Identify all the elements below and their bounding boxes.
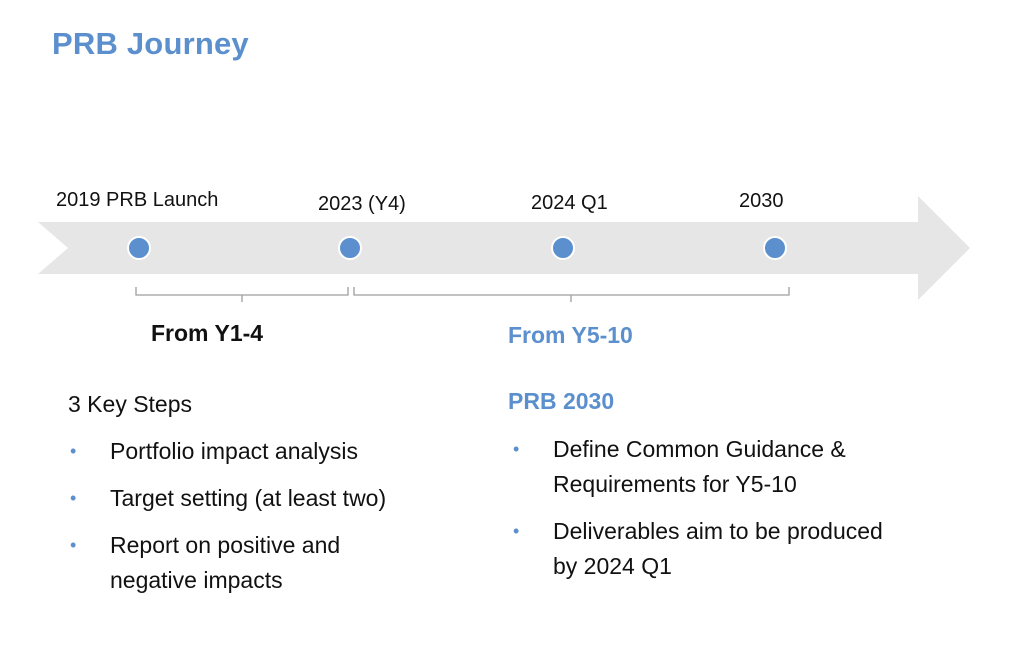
bullet-icon: • [513, 439, 520, 459]
milestone-label-2030: 2030 [739, 190, 784, 212]
milestone-label-2023: 2023 (Y4) [318, 193, 406, 215]
page-title: PRB Journey [52, 26, 249, 61]
milestone-dot-2030 [763, 236, 787, 260]
list-item: • Deliverables aim to be produced by 202… [513, 514, 883, 584]
phase-1-bracket [135, 287, 349, 302]
list-item-text: Define Common Guidance & Requirements fo… [553, 436, 846, 497]
phase-2-label: From Y5-10 [508, 322, 633, 348]
milestone-dot-2024 [551, 236, 575, 260]
list-item: • Report on positive and negative impact… [70, 528, 410, 598]
prb-2030-heading: PRB 2030 [508, 388, 615, 414]
list-item: • Target setting (at least two) [70, 481, 410, 516]
bullet-icon: • [70, 441, 77, 461]
milestone-dot-2019 [127, 236, 151, 260]
phase-2-bracket [353, 287, 790, 302]
list-item-text: Portfolio impact analysis [110, 438, 358, 464]
prb-2030-list: • Define Common Guidance & Requirements … [513, 432, 883, 596]
phase-1-label: From Y1-4 [151, 320, 264, 346]
bullet-icon: • [70, 488, 77, 508]
list-item: • Define Common Guidance & Requirements … [513, 432, 883, 502]
milestone-label-2019: 2019 PRB Launch [56, 189, 219, 211]
list-item-text: Report on positive and negative impacts [110, 532, 341, 593]
milestone-label-2024: 2024 Q1 [531, 192, 608, 214]
timeline-arrow [38, 196, 970, 300]
milestone-dot-2023 [338, 236, 362, 260]
list-item-text: Target setting (at least two) [110, 485, 387, 511]
list-item: • Portfolio impact analysis [70, 434, 410, 469]
bullet-icon: • [513, 521, 520, 541]
bullet-icon: • [70, 535, 77, 555]
list-item-text: Deliverables aim to be produced by 2024 … [553, 518, 883, 579]
key-steps-list: • Portfolio impact analysis • Target set… [70, 434, 410, 610]
key-steps-heading: 3 Key Steps [68, 391, 193, 417]
